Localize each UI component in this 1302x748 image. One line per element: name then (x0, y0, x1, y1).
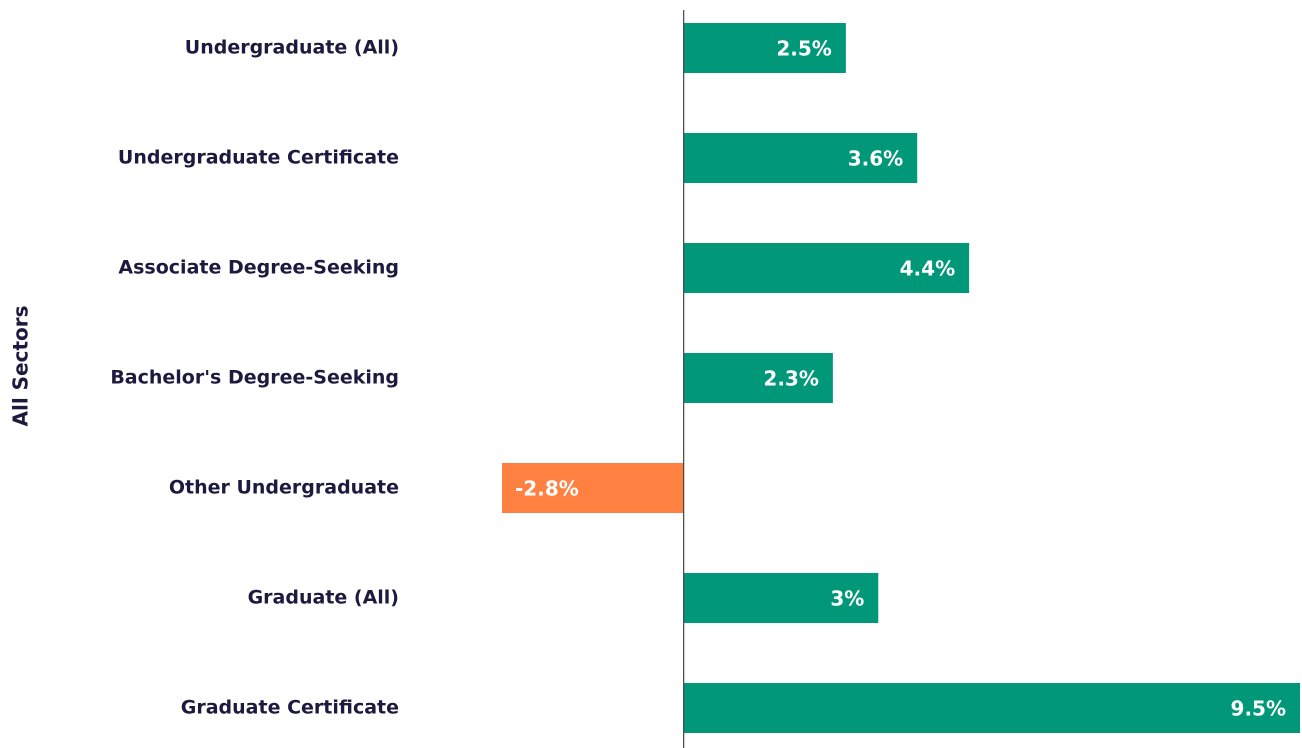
category-label: Other Undergraduate (169, 477, 399, 499)
value-label: -2.8% (515, 477, 579, 501)
value-label: 3% (830, 587, 864, 611)
y-axis-title: All Sectors (9, 305, 33, 426)
value-label: 3.6% (848, 147, 903, 171)
value-label: 9.5% (1231, 697, 1286, 721)
bar (683, 683, 1300, 733)
bar (683, 23, 846, 73)
category-label: Undergraduate (All) (185, 37, 399, 59)
value-label: 2.5% (776, 37, 831, 61)
value-label: 4.4% (900, 257, 955, 281)
bar (502, 463, 684, 513)
category-label: Bachelor's Degree-Seeking (110, 367, 399, 389)
bar (683, 573, 879, 623)
category-label: Graduate (All) (248, 587, 399, 609)
bar (683, 133, 918, 183)
bar (683, 243, 970, 293)
value-label: 2.3% (763, 367, 818, 391)
bar (683, 353, 833, 403)
category-label: Associate Degree-Seeking (118, 257, 399, 279)
category-label: Graduate Certificate (181, 697, 399, 719)
category-label: Undergraduate Certificate (118, 147, 399, 169)
